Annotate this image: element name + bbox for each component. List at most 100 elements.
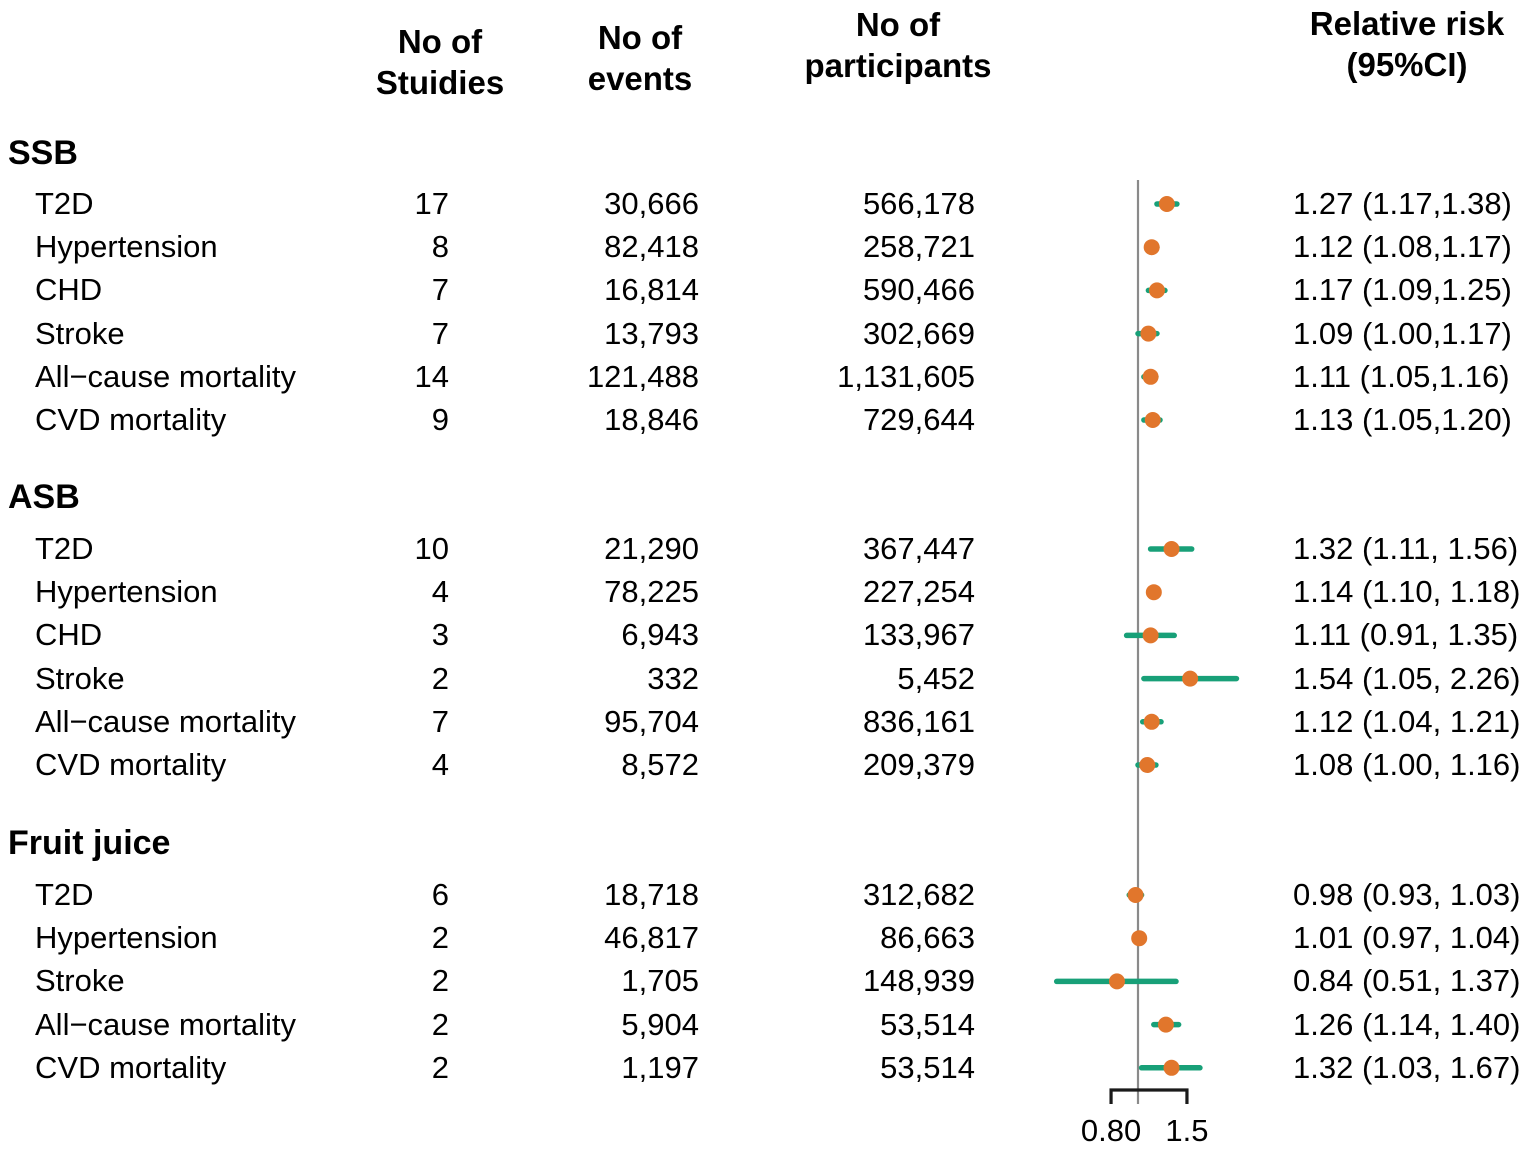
column-header-events-line1: No of (597, 19, 683, 56)
participants-count: 836,161 (862, 703, 975, 739)
table-row: CHD 3 6,943 133,967 1.11 (0.91, 1.35) (0, 615, 1535, 655)
studies-count: 4 (431, 574, 449, 610)
column-header-participants: No of participants (804, 4, 991, 86)
participants-count: 1,131,605 (837, 358, 975, 394)
rr-ci-text: 1.11 (0.91, 1.35) (1293, 617, 1519, 653)
table-row: T2D 10 21,290 367,447 1.32 (1.11, 1.56) (0, 529, 1535, 569)
axis-tick-label: 1.5 (1165, 1113, 1208, 1148)
participants-count: 367,447 (862, 531, 975, 566)
table-row: T2D 6 18,718 312,682 0.98 (0.93, 1.03) (0, 875, 1535, 915)
studies-count: 9 (431, 402, 449, 437)
rr-ci-text: 1.12 (1.04, 1.21) (1293, 703, 1521, 739)
events-count: 21,290 (604, 531, 699, 566)
rr-ci-text: 1.27 (1.17,1.38) (1293, 186, 1512, 221)
table-row: Hypertension 4 78,225 227,254 1.14 (1.10, 1.… (0, 572, 1535, 612)
studies-count: 2 (431, 920, 449, 956)
studies-count: 7 (431, 315, 449, 351)
participants-count: 5,452 (897, 660, 975, 696)
rr-ci-text: 1.09 (1.00,1.17) (1293, 315, 1512, 351)
outcome-label: Stroke (35, 963, 125, 999)
outcome-label: Stroke (35, 315, 125, 351)
column-header-relative-risk: Relative risk (95%CI) (1310, 3, 1504, 85)
outcome-label: CVD mortality (35, 1049, 227, 1085)
rr-ci-text: 1.32 (1.11, 1.56) (1293, 531, 1519, 566)
outcome-label: Hypertension (35, 229, 218, 265)
table-row: CVD mortality 2 1,197 53,514 1.32 (1.03, 1.6… (0, 1048, 1535, 1088)
participants-count: 302,669 (862, 315, 975, 351)
axis-tick-label: 0.80 (1081, 1113, 1141, 1148)
rr-ci-text: 1.11 (1.05,1.16) (1293, 358, 1510, 394)
participants-count: 258,721 (862, 229, 975, 265)
rr-ci-text: 1.17 (1.09,1.25) (1293, 272, 1512, 308)
outcome-label: All−cause mortality (35, 1006, 297, 1042)
participants-count: 590,466 (862, 272, 975, 308)
events-count: 1,705 (621, 963, 699, 999)
table-row: All−cause mortality 7 95,704 836,161 1.12 (1… (0, 702, 1535, 742)
column-header-relative-risk-line2: (95%CI) (1346, 46, 1468, 83)
table-row: CHD 7 16,814 590,466 1.17 (1.09,1.25) (0, 270, 1535, 310)
events-count: 82,418 (604, 229, 699, 265)
events-count: 332 (647, 660, 699, 696)
events-count: 16,814 (604, 272, 699, 308)
section-label: ASB (8, 478, 80, 516)
participants-count: 133,967 (862, 617, 975, 653)
outcome-label: CVD mortality (35, 402, 227, 437)
participants-count: 53,514 (880, 1006, 975, 1042)
table-row: Stroke 2 1,705 148,939 0.84 (0.51, 1.37) (0, 961, 1535, 1001)
studies-count: 2 (431, 963, 449, 999)
rr-ci-text: 0.98 (0.93, 1.03) (1293, 877, 1521, 912)
participants-count: 86,663 (880, 920, 975, 956)
participants-count: 148,939 (862, 963, 975, 999)
column-header-studies: No of Stuidies (376, 21, 504, 103)
participants-count: 227,254 (862, 574, 975, 610)
outcome-label: Hypertension (35, 574, 218, 610)
table-row: All−cause mortality 14 121,488 1,131,605 1.1… (0, 357, 1535, 397)
events-count: 18,846 (604, 402, 699, 437)
section-label: SSB (8, 134, 78, 172)
table-row: All−cause mortality 2 5,904 53,514 1.26 (1.1… (0, 1005, 1535, 1045)
outcome-label: Hypertension (35, 920, 218, 956)
participants-count: 729,644 (862, 402, 975, 437)
section-label: Fruit juice (8, 824, 171, 862)
studies-count: 7 (431, 272, 449, 308)
column-header-studies-line2: Stuidies (375, 64, 505, 101)
rr-ci-text: 1.12 (1.08,1.17) (1293, 229, 1512, 265)
events-count: 18,718 (604, 877, 699, 912)
outcome-label: Stroke (35, 660, 125, 696)
participants-count: 312,682 (862, 877, 975, 912)
x-axis (1109, 1088, 1189, 1104)
events-count: 78,225 (604, 574, 699, 610)
events-count: 121,488 (586, 358, 699, 394)
events-count: 95,704 (604, 703, 699, 739)
studies-count: 17 (414, 186, 449, 221)
column-header-studies-line1: No of (397, 23, 483, 60)
column-header-participants-line1: No of (855, 6, 941, 43)
column-header-relative-risk-line1: Relative risk (1309, 5, 1505, 42)
rr-ci-text: 1.01 (0.97, 1.04) (1293, 920, 1521, 956)
rr-ci-text: 1.26 (1.14, 1.40) (1293, 1006, 1521, 1042)
studies-count: 2 (431, 1006, 449, 1042)
rr-ci-text: 1.08 (1.00, 1.16) (1293, 747, 1521, 782)
participants-count: 53,514 (880, 1049, 975, 1085)
outcome-label: T2D (35, 877, 94, 912)
column-header-events-line2: events (587, 60, 693, 97)
events-count: 5,904 (621, 1006, 699, 1042)
studies-count: 7 (431, 703, 449, 739)
rr-ci-text: 1.14 (1.10, 1.18) (1293, 574, 1521, 610)
outcome-label: CHD (35, 617, 103, 653)
participants-count: 566,178 (862, 186, 975, 221)
studies-count: 14 (414, 358, 449, 394)
table-row: Stroke 2 332 5,452 1.54 (1.05, 2.26) (0, 659, 1535, 699)
studies-count: 6 (431, 877, 449, 912)
studies-count: 8 (431, 229, 449, 265)
rr-ci-text: 0.84 (0.51, 1.37) (1293, 963, 1521, 999)
participants-count: 209,379 (862, 747, 975, 782)
rr-ci-text: 1.32 (1.03, 1.67) (1293, 1049, 1521, 1085)
table-row: Hypertension 8 82,418 258,721 1.12 (1.08,1.1… (0, 227, 1535, 267)
outcome-label: CVD mortality (35, 747, 227, 782)
events-count: 30,666 (604, 186, 699, 221)
studies-count: 2 (431, 660, 449, 696)
events-count: 46,817 (604, 920, 699, 956)
studies-count: 4 (431, 747, 449, 782)
